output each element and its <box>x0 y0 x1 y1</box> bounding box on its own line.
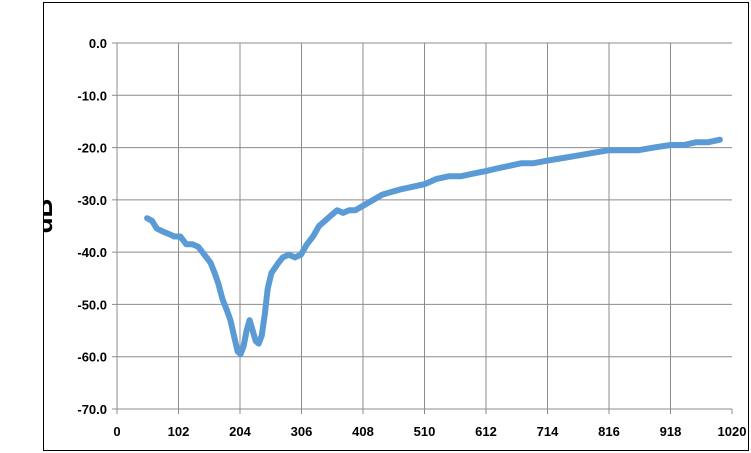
line-chart: 0.0 -10.0 -20.0 -30.0 -40.0 -50.0 -60.0 -70.0 0… <box>44 36 746 439</box>
axes <box>112 42 733 414</box>
x-tick-label: 408 <box>352 424 374 439</box>
y-tick-label: -30.0 <box>77 193 107 208</box>
y-tick-label: 0.0 <box>89 36 107 51</box>
x-tick-label: 306 <box>291 424 313 439</box>
grid-lines <box>117 42 732 409</box>
y-tick-label: -40.0 <box>77 245 107 260</box>
x-tick-label: 714 <box>537 424 559 439</box>
series-line <box>144 136 723 358</box>
y-tick-label: -20.0 <box>77 141 107 156</box>
x-tick-labels: 0 102 204 306 408 510 612 714 816 918 1020 <box>113 424 746 439</box>
x-tick-label: 510 <box>414 424 436 439</box>
x-tick-label: 102 <box>168 424 190 439</box>
y-tick-label: -70.0 <box>77 402 107 417</box>
y-tick-label: -50.0 <box>77 297 107 312</box>
y-tick-label: -60.0 <box>77 350 107 365</box>
x-tick-label: 612 <box>475 424 497 439</box>
chart-frame: 0.0 -10.0 -20.0 -30.0 -40.0 -50.0 -60.0 -70.0 0… <box>43 2 749 451</box>
y-tick-label: -10.0 <box>77 88 107 103</box>
x-tick-label: 1020 <box>718 424 747 439</box>
y-axis-label: dB <box>44 199 58 234</box>
x-tick-label: 816 <box>598 424 620 439</box>
y-tick-labels: 0.0 -10.0 -20.0 -30.0 -40.0 -50.0 -60.0 -70.0 <box>77 36 107 417</box>
data-series <box>144 136 723 358</box>
x-tick-label: 918 <box>660 424 682 439</box>
x-tick-label: 0 <box>113 424 120 439</box>
x-tick-label: 204 <box>229 424 251 439</box>
